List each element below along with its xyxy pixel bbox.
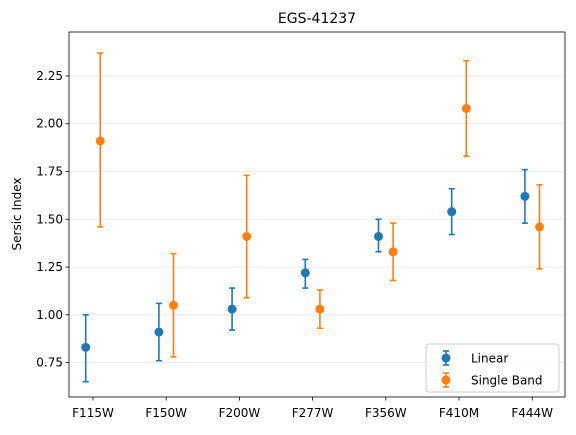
x-tick-label: F410M xyxy=(439,406,479,420)
y-tick-label: 1.75 xyxy=(36,165,63,179)
series-layer xyxy=(81,52,544,383)
legend-box xyxy=(425,343,560,393)
data-point xyxy=(520,191,530,201)
legend: Linear Single Band xyxy=(425,343,560,393)
y-tick-label: 1.25 xyxy=(36,260,63,274)
data-point xyxy=(242,231,252,241)
x-tick-label: F444W xyxy=(511,406,553,420)
y-tick-label: 0.75 xyxy=(36,356,63,370)
chart-title: EGS-41237 xyxy=(278,11,356,27)
y-tick-label: 1.00 xyxy=(36,308,63,322)
data-point xyxy=(388,247,398,257)
series-linear xyxy=(81,168,530,383)
legend-label: Linear xyxy=(471,352,508,366)
data-point xyxy=(227,304,237,314)
data-point xyxy=(374,231,383,241)
x-tick-label: F356W xyxy=(365,406,407,420)
data-point xyxy=(95,136,105,146)
x-tick-label: F200W xyxy=(219,406,261,420)
data-point xyxy=(81,342,91,352)
data-point xyxy=(447,207,457,217)
series-single-band xyxy=(95,52,544,358)
y-tick-label: 1.50 xyxy=(36,212,63,226)
grid-layer xyxy=(69,75,565,364)
data-point xyxy=(300,268,310,278)
y-tick-label: 2.25 xyxy=(36,69,63,83)
x-tick-label: F150W xyxy=(145,406,187,420)
x-axis-ticks: F115W F150W F200W F277W F356W F410M F444W xyxy=(72,397,553,420)
y-tick-label: 2.00 xyxy=(36,117,63,131)
data-point xyxy=(535,222,544,232)
y-axis-label: Sersic Index xyxy=(10,178,24,251)
data-point xyxy=(461,103,471,113)
legend-label: Single Band xyxy=(471,374,543,388)
legend-marker xyxy=(441,353,451,363)
data-point xyxy=(154,327,164,337)
plot-frame xyxy=(68,31,566,398)
y-axis-ticks: 0.75 1.00 1.25 1.50 1.75 2.00 2.25 xyxy=(36,69,69,370)
legend-marker xyxy=(441,375,451,385)
x-tick-label: F115W xyxy=(72,406,114,420)
x-tick-label: F277W xyxy=(292,406,334,420)
data-point xyxy=(315,304,325,314)
data-point xyxy=(169,300,178,310)
